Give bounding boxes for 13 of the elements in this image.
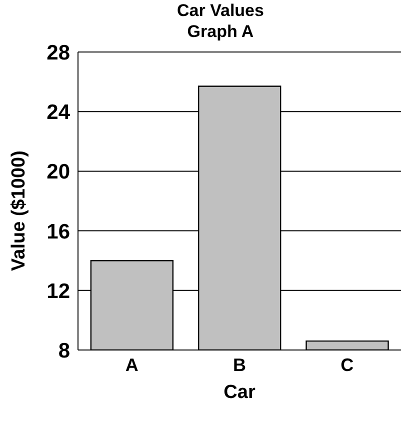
x-axis-title: Car	[224, 382, 256, 403]
x-tick-label: A	[125, 354, 138, 375]
y-tick-label: 12	[46, 280, 70, 303]
chart-title: Car Values	[176, 0, 265, 21]
x-tick-label: B	[233, 354, 246, 375]
y-tick-label: 24	[46, 101, 70, 124]
x-tick-label: C	[340, 354, 354, 375]
y-tick-label: 16	[46, 220, 70, 244]
y-tick-label: 28	[46, 41, 70, 64]
y-axis-title: Value ($1000)	[8, 150, 30, 271]
y-tick-label: 8	[58, 339, 70, 362]
y-tick-label: 20	[46, 160, 70, 184]
chart-subtitle: Graph A	[186, 21, 255, 42]
